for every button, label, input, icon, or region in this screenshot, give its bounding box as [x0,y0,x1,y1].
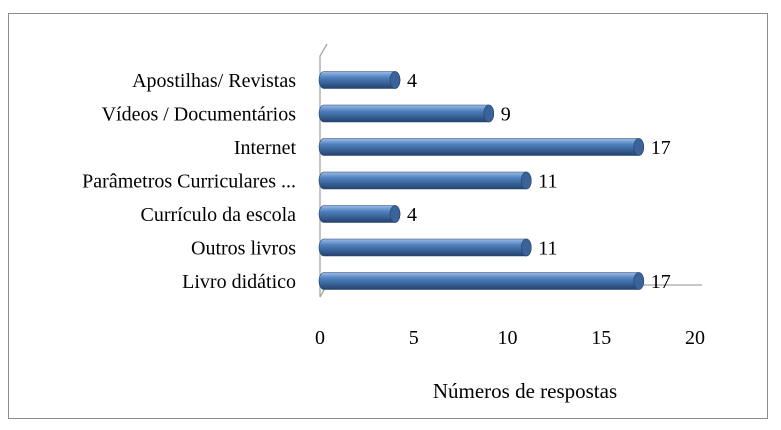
bar-cap [389,71,401,89]
bar-cap [633,272,645,290]
category-label: Currículo da escola [141,204,297,226]
bar-cap [520,171,532,190]
x-tick-labels: 0 5 10 15 20 [315,327,705,349]
x-tick-label: 5 [409,327,419,349]
x-tick-label: 15 [591,327,611,349]
category-label: Internet [234,137,297,159]
bar-cap [483,104,495,123]
bar [318,171,532,190]
data-label: 11 [538,238,557,260]
bar [318,272,645,290]
category-label: Vídeos / Documentários [102,104,297,126]
x-tick-label: 20 [685,327,705,349]
bar [318,138,645,156]
bar-body [318,238,532,257]
data-label: 17 [651,137,671,159]
bar-cap [520,238,532,257]
bar-body [318,171,532,190]
category-labels: Livro didático Outros livros Currículo da … [82,70,296,293]
category-label: Apostilhas/ Revistas [132,70,296,92]
bar-body [318,104,494,123]
data-label: 4 [407,204,417,226]
category-label: Parâmetros Curriculares ... [82,171,296,193]
bar [318,238,532,257]
x-axis-title: Números de respostas [433,379,617,403]
x-tick-label: 0 [315,327,325,349]
bar-cap [389,205,401,223]
bar-body [318,138,644,156]
data-label: 11 [538,171,557,193]
value-labels: 17 11 4 11 17 9 4 [407,70,671,293]
bar-cap [633,138,645,156]
bar-body [318,71,401,89]
bars [318,71,645,290]
bar [318,104,495,123]
bar [318,205,401,223]
bar-body [318,205,401,223]
bar-body [318,272,644,290]
data-label: 9 [501,104,511,126]
bar-chart: Livro didático Outros livros Currículo da … [82,43,705,403]
bar [318,71,401,89]
data-label: 17 [651,271,671,293]
category-label: Livro didático [182,271,296,293]
data-label: 4 [407,70,417,92]
category-label: Outros livros [191,238,296,260]
chart-frame: Livro didático Outros livros Currículo da … [8,13,768,419]
x-tick-label: 10 [498,327,518,349]
